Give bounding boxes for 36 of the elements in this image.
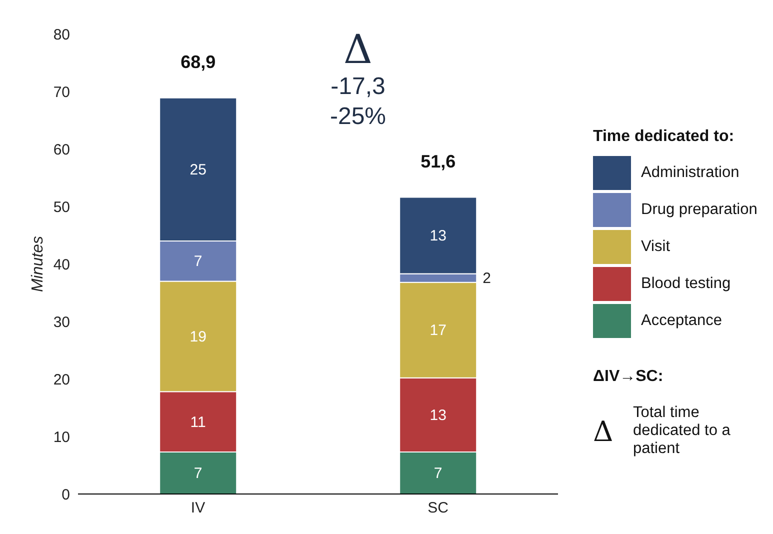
- total-label: 51,6: [420, 151, 456, 172]
- data-label: 7: [194, 465, 202, 482]
- data-label: 13: [430, 228, 446, 245]
- data-label: 11: [190, 414, 206, 431]
- text: Δ: [593, 414, 614, 448]
- annotation: Δ: [342, 27, 374, 73]
- y-tick-label: 30: [53, 314, 70, 331]
- y-tick-label: 0: [62, 486, 70, 504]
- y-tick-label: 40: [53, 256, 70, 274]
- x-tick-label: SC: [428, 500, 449, 517]
- y-tick-label: 80: [53, 26, 70, 44]
- y-tick-label: 10: [53, 428, 70, 446]
- y-tick-label: 60: [53, 141, 70, 158]
- annotation: -25%: [328, 102, 388, 132]
- legend-title: Time dedicated to:: [593, 128, 736, 146]
- data-label: 25: [190, 161, 206, 178]
- y-tick-label: 50: [53, 198, 70, 216]
- y-tick-label: 70: [53, 84, 70, 101]
- legend-label: Blood testing: [641, 274, 731, 292]
- data-label: 17: [430, 322, 446, 340]
- annotation: -17,3: [330, 72, 386, 102]
- legend-label: Visit: [641, 238, 670, 256]
- data-label: 2: [482, 270, 491, 288]
- text: Total time dedicated to a patient: [633, 404, 732, 458]
- total-label: 68,9: [180, 52, 216, 72]
- y-axis-title: Minutes: [30, 236, 47, 292]
- legend-label: Acceptance: [641, 312, 722, 330]
- data-label: 7: [194, 253, 202, 270]
- y-tick-label: 20: [53, 371, 70, 388]
- text: ΔIV→SC:: [593, 368, 664, 386]
- data-label: 7: [434, 465, 442, 482]
- legend-label: Administration: [641, 164, 740, 182]
- legend-label: Drug preparation: [641, 200, 758, 218]
- data-label: 13: [430, 406, 446, 424]
- data-label: 19: [190, 328, 206, 346]
- x-tick-label: IV: [190, 500, 206, 517]
